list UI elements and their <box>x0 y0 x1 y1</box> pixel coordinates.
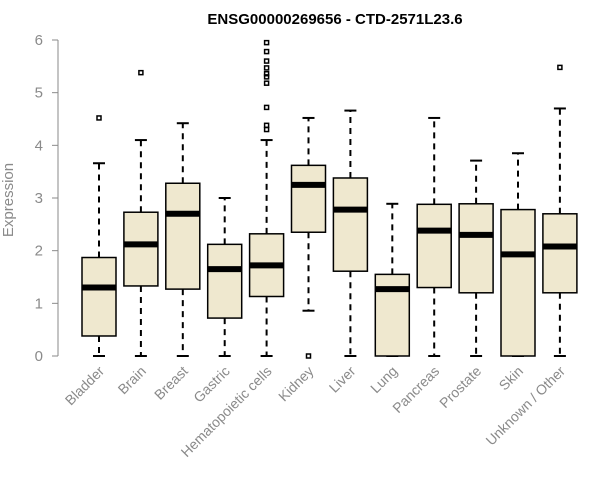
outlier-point <box>263 58 270 64</box>
box-breast <box>165 122 201 357</box>
box-lung <box>374 202 411 357</box>
outlier-point <box>263 104 270 111</box>
x-tick-label: Prostate <box>436 363 484 411</box>
x-tick-label: Breast <box>151 363 191 403</box>
outlier-point <box>138 69 144 76</box>
outlier-point <box>305 353 312 359</box>
x-tick-label: Unknown / Other <box>482 363 568 449</box>
y-tick-label: 4 <box>35 137 43 154</box>
box-unknown-other <box>542 64 578 357</box>
outlier-point <box>263 39 270 46</box>
x-tick-label: Pancreas <box>389 363 442 416</box>
outlier-point <box>263 122 270 129</box>
y-tick-label: 5 <box>35 85 43 102</box>
outlier-point <box>96 115 102 121</box>
outlier-point <box>263 70 270 77</box>
iqr-box <box>165 182 201 290</box>
outlier-point <box>263 48 270 55</box>
x-tick-label: Bladder <box>62 363 108 409</box>
x-tick-label: Skin <box>496 363 527 394</box>
box-pancreas <box>416 116 452 357</box>
boxes-group <box>81 39 578 359</box>
x-tick-label: Lung <box>367 363 400 396</box>
outlier-point <box>263 80 270 86</box>
iqr-box <box>206 243 243 319</box>
box-prostate <box>458 159 494 357</box>
iqr-box <box>123 211 159 287</box>
iqr-box <box>290 164 327 233</box>
y-tick-label: 1 <box>35 295 43 312</box>
outlier-point <box>263 74 270 80</box>
iqr-box <box>81 256 117 337</box>
outlier-point <box>263 126 270 133</box>
x-tick-label: Brain <box>115 363 149 397</box>
y-tick-label: 3 <box>35 190 43 207</box>
y-axis-label: Expression <box>0 163 17 237</box>
y-tick-label: 0 <box>35 348 43 365</box>
y-tick-label: 2 <box>35 243 43 260</box>
x-tick-label: Liver <box>326 363 359 396</box>
outlier-point <box>557 64 563 71</box>
chart-title: ENSG00000269656 - CTD-2571L23.6 <box>207 11 462 28</box>
y-tick-label: 6 <box>35 32 43 49</box>
box-bladder <box>81 115 117 357</box>
outlier-point <box>263 65 270 71</box>
box-liver <box>332 109 369 357</box>
box-hematopoietic-cells <box>248 39 285 357</box>
box-kidney <box>290 116 327 359</box>
iqr-box <box>458 203 494 294</box>
x-tick-label: Kidney <box>275 363 317 405</box>
box-skin <box>500 152 536 357</box>
box-gastric <box>206 197 243 357</box>
iqr-box <box>500 208 536 357</box>
iqr-box <box>416 203 452 289</box>
box-brain <box>123 69 159 357</box>
iqr-box <box>542 213 578 294</box>
y-axis: 0 1 2 3 4 5 6 <box>35 32 59 365</box>
iqr-box <box>332 177 369 272</box>
